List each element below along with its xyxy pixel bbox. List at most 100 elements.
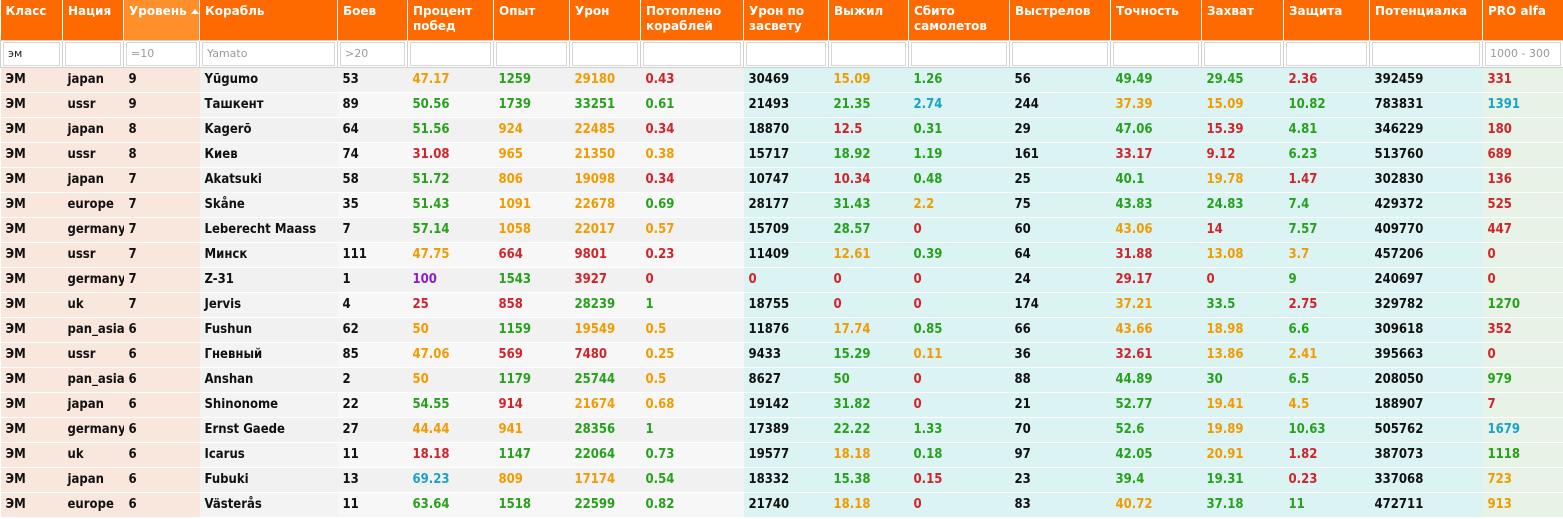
cell-class: ЭМ — [0, 492, 63, 518]
cell-xp: 941 — [493, 417, 570, 443]
column-header-nation[interactable]: Нация — [62, 0, 124, 40]
table-row[interactable]: ЭМ japan 8 Kagerō 64 51.56 924 22485 0.34 18870 12… — [0, 117, 1563, 143]
cell-battles: 53 — [337, 67, 408, 93]
cell-capture: 15.09 — [1201, 92, 1284, 118]
cell-nation: ussr — [62, 142, 124, 168]
filter-cell-winrate — [407, 39, 494, 68]
filter-input-tier[interactable] — [126, 41, 197, 66]
column-header-label: Урон по засвету — [749, 4, 805, 33]
filter-input-spot_damage[interactable] — [746, 41, 826, 66]
cell-xp: 965 — [493, 142, 570, 168]
table-row[interactable]: ЭМ pan_asia 6 Anshan 2 50 1179 25744 0.5 8627 50 0 8… — [0, 367, 1563, 393]
table-row[interactable]: ЭМ uk 7 Jervis 4 25 858 28239 1 18755 0 0 174 37.21 33… — [0, 292, 1563, 318]
column-header-xp[interactable]: Опыт — [493, 0, 570, 40]
table-row[interactable]: ЭМ japan 9 Yūgumo 53 47.17 1259 29180 0.43 30469 1… — [0, 67, 1563, 93]
cell-accuracy: 44.89 — [1110, 367, 1202, 393]
filter-input-capture[interactable] — [1204, 41, 1281, 66]
cell-damage: 22064 — [569, 442, 641, 468]
table-row[interactable]: ЭМ europe 7 Skåne 35 51.43 1091 22678 0.69 28177 3… — [0, 192, 1563, 218]
column-header-label: Точность — [1116, 4, 1179, 18]
filter-input-survived[interactable] — [831, 41, 906, 66]
filter-input-nation[interactable] — [65, 41, 121, 66]
cell-survived: 50 — [828, 367, 909, 393]
cell-tier: 6 — [123, 392, 200, 418]
cell-xp: 1179 — [493, 367, 570, 393]
cell-tier: 8 — [123, 117, 200, 143]
cell-defense: 2.41 — [1283, 342, 1370, 368]
filter-cell-ship — [199, 39, 338, 68]
column-header-class[interactable]: Класс — [0, 0, 63, 40]
table-row[interactable]: ЭМ ussr 9 Ташкент 89 50.56 1739 33251 0.61 21493 2… — [0, 92, 1563, 118]
filter-input-accuracy[interactable] — [1113, 41, 1199, 66]
filter-input-sunk[interactable] — [643, 41, 741, 66]
cell-spot_damage: 17389 — [743, 417, 829, 443]
filter-input-ship[interactable] — [202, 41, 335, 66]
column-header-label: Нация — [68, 4, 112, 18]
filter-row — [0, 39, 1563, 68]
cell-spot_damage: 0 — [743, 267, 829, 293]
cell-winrate: 51.43 — [407, 192, 494, 218]
cell-planes: 0.48 — [908, 167, 1010, 193]
filter-input-winrate[interactable] — [410, 41, 491, 66]
cell-battles: 64 — [337, 117, 408, 143]
table-row[interactable]: ЭМ ussr 7 Минск 111 47.75 664 9801 0.23 11409 12.6… — [0, 242, 1563, 268]
cell-sunk: 0.43 — [640, 67, 744, 93]
cell-survived: 17.74 — [828, 317, 909, 343]
column-header-ship[interactable]: Корабль — [199, 0, 338, 40]
table-row[interactable]: ЭМ japan 6 Shinonome 22 54.55 914 21674 0.68 1914… — [0, 392, 1563, 418]
column-header-accuracy[interactable]: Точность — [1110, 0, 1202, 40]
table-row[interactable]: ЭМ germany 6 Ernst Gaede 27 44.44 941 28356 1 173… — [0, 417, 1563, 443]
table-row[interactable]: ЭМ germany 7 Leberecht Maass 7 57.14 1058 22017… — [0, 217, 1563, 243]
cell-sunk: 0.23 — [640, 242, 744, 268]
cell-shots: 83 — [1009, 492, 1111, 518]
sort-ascending-icon[interactable] — [190, 9, 199, 14]
cell-class: ЭМ — [0, 417, 63, 443]
cell-shots: 56 — [1009, 67, 1111, 93]
column-header-planes[interactable]: Сбито самолетов — [908, 0, 1010, 40]
cell-defense: 7.4 — [1283, 192, 1370, 218]
cell-shots: 64 — [1009, 242, 1111, 268]
table-row[interactable]: ЭМ europe 6 Västerås 11 63.64 1518 22599 0.82 217… — [0, 492, 1563, 518]
table-row[interactable]: ЭМ japan 7 Akatsuki 58 51.72 806 19098 0.34 10747… — [0, 167, 1563, 193]
cell-winrate: 51.72 — [407, 167, 494, 193]
cell-tier: 6 — [123, 492, 200, 518]
column-header-potential[interactable]: Потенциалка — [1369, 0, 1483, 40]
filter-input-class[interactable] — [3, 41, 60, 66]
cell-sunk: 0.54 — [640, 467, 744, 493]
filter-input-potential[interactable] — [1372, 41, 1480, 66]
cell-spot_damage: 30469 — [743, 67, 829, 93]
filter-input-xp[interactable] — [496, 41, 567, 66]
cell-ship: Leberecht Maass — [199, 217, 338, 243]
cell-planes: 0.18 — [908, 442, 1010, 468]
column-header-shots[interactable]: Выстрелов — [1009, 0, 1111, 40]
filter-input-defense[interactable] — [1286, 41, 1367, 66]
filter-input-battles[interactable] — [340, 41, 405, 66]
cell-capture: 19.41 — [1201, 392, 1284, 418]
column-header-battles[interactable]: Боев — [337, 0, 408, 40]
filter-input-planes[interactable] — [911, 41, 1007, 66]
filter-cell-nation — [62, 39, 124, 68]
cell-capture: 19.78 — [1201, 167, 1284, 193]
column-header-defense[interactable]: Защита — [1283, 0, 1370, 40]
column-header-capture[interactable]: Захват — [1201, 0, 1284, 40]
cell-nation: germany — [62, 417, 124, 443]
column-header-winrate[interactable]: Процент побед — [407, 0, 494, 40]
column-header-tier[interactable]: Уровень — [123, 0, 200, 40]
column-header-pro[interactable]: PRO alfa — [1482, 0, 1563, 40]
filter-input-shots[interactable] — [1012, 41, 1108, 66]
table-row[interactable]: ЭМ japan 6 Fubuki 13 69.23 809 17174 0.54 18332 15… — [0, 467, 1563, 493]
cell-pro: 180 — [1482, 117, 1563, 143]
cell-damage: 9801 — [569, 242, 641, 268]
table-row[interactable]: ЭМ ussr 6 Гневный 85 47.06 569 7480 0.25 9433 15.2… — [0, 342, 1563, 368]
table-row[interactable]: ЭМ pan_asia 6 Fushun 62 50 1159 19549 0.5 11876 17… — [0, 317, 1563, 343]
cell-accuracy: 47.06 — [1110, 117, 1202, 143]
filter-input-pro[interactable] — [1485, 41, 1561, 66]
column-header-spot_damage[interactable]: Урон по засвету — [743, 0, 829, 40]
table-row[interactable]: ЭМ ussr 8 Киев 74 31.08 965 21350 0.38 15717 18.92… — [0, 142, 1563, 168]
table-row[interactable]: ЭМ germany 7 Z-31 1 100 1543 3927 0 0 0 0 24 29.17 0 9 2… — [0, 267, 1563, 293]
column-header-damage[interactable]: Урон — [569, 0, 641, 40]
table-row[interactable]: ЭМ uk 6 Icarus 11 18.18 1147 22064 0.73 19577 18.1… — [0, 442, 1563, 468]
column-header-survived[interactable]: Выжил — [828, 0, 909, 40]
filter-input-damage[interactable] — [572, 41, 638, 66]
column-header-sunk[interactable]: Потоплено кораблей — [640, 0, 744, 40]
